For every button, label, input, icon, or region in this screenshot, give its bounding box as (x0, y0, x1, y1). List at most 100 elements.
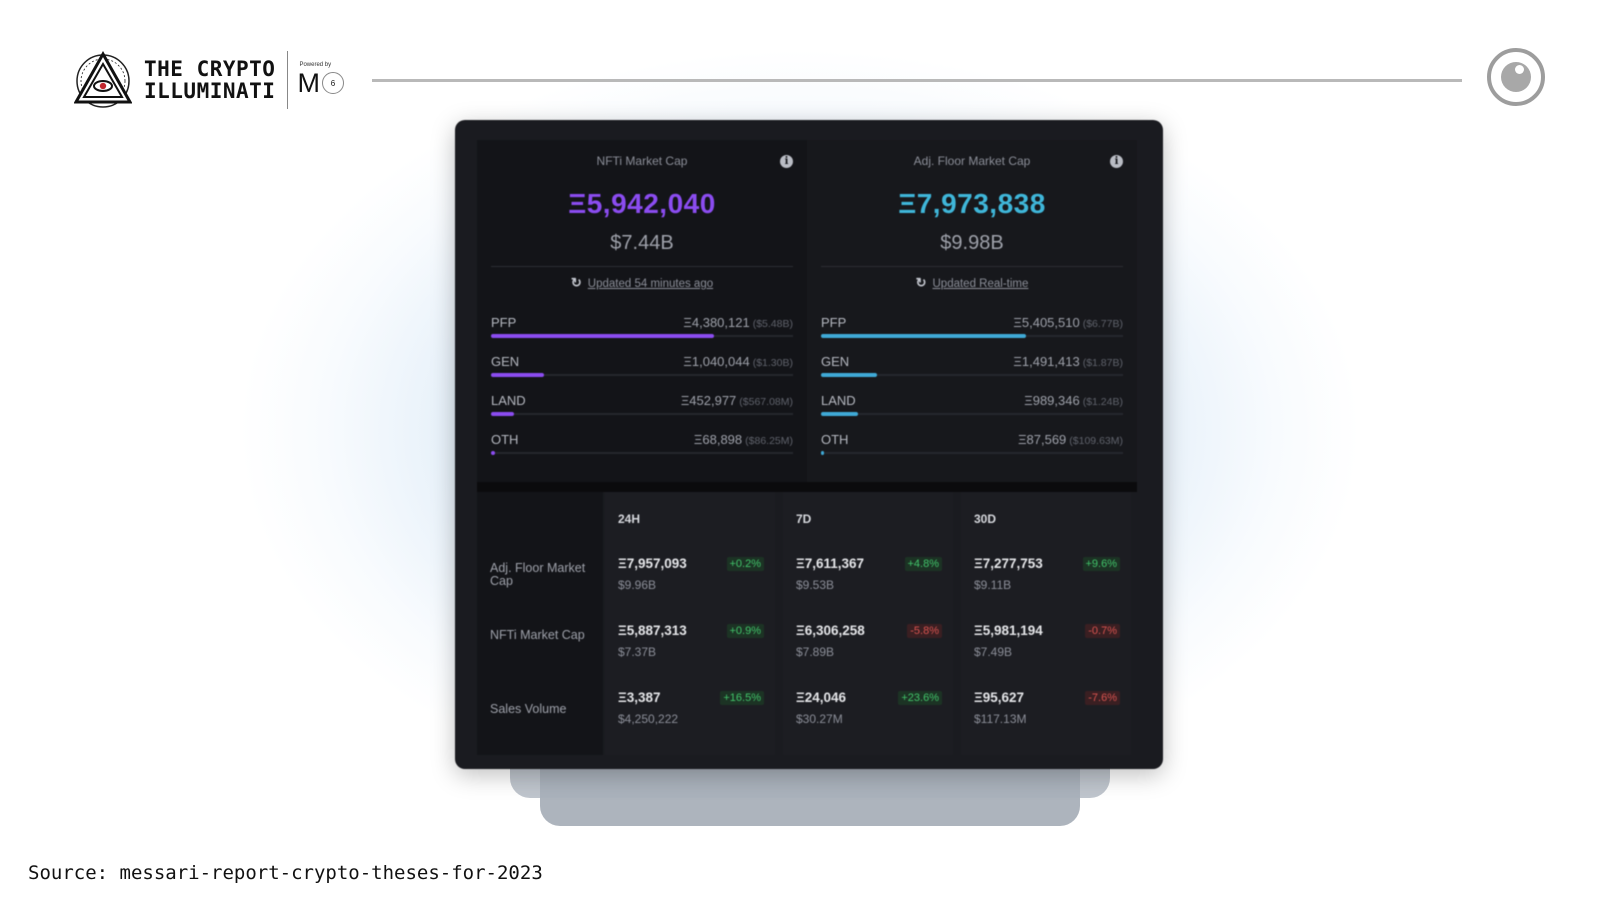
cell-usd-value: $117.13M (974, 712, 1027, 726)
panel-title: NFTi Market Cap (596, 154, 688, 168)
category-eth: Ξ452,977 (680, 393, 737, 408)
category-label: OTH (821, 432, 849, 447)
update-status-text[interactable]: Updated Real-time (932, 278, 1029, 290)
cell-usd-value: $7.49B (974, 645, 1013, 659)
cell-eth-value: Ξ7,957,093 (618, 556, 687, 571)
category-usd: ($567.08M) (739, 396, 793, 408)
cell-usd-value: $7.89B (796, 645, 835, 659)
category-row-gen: GEN Ξ1,491,413 ($1.87B) (821, 351, 1123, 390)
header-separator (287, 51, 289, 109)
period-header[interactable]: 30D (974, 512, 997, 526)
usd-market-cap: $7.44B (610, 232, 674, 254)
row-label-sales-volume: Sales Volume (490, 702, 567, 716)
category-usd: ($6.77B) (1082, 318, 1123, 330)
change-badge: -7.6% (1085, 691, 1120, 705)
change-badge: -0.7% (1085, 624, 1120, 638)
info-icon[interactable]: i (780, 155, 793, 168)
category-row-pfp: PFP Ξ5,405,510 ($6.77B) (821, 312, 1123, 351)
table-cell: Ξ7,611,367 $9.53B +4.8% (796, 556, 942, 592)
eye-icon[interactable] (1487, 48, 1545, 106)
category-usd: ($1.30B) (752, 357, 793, 369)
panel-divider (821, 266, 1123, 267)
category-bar-track (491, 452, 793, 454)
refresh-icon[interactable]: ↻ (915, 275, 927, 290)
category-row-oth: OTH Ξ68,898 ($86.25M) (491, 429, 793, 468)
messari-logo: M (297, 67, 320, 98)
cell-usd-value: $4,250,222 (618, 712, 679, 726)
source-citation: Source: messari-report-crypto-theses-for… (28, 862, 543, 884)
eth-market-cap: Ξ5,942,040 (568, 188, 716, 219)
performance-table: Adj. Floor Market Cap NFTi Market Cap Sa… (477, 492, 1137, 755)
change-badge: +0.2% (726, 557, 764, 571)
eye-pyramid-logo-icon (74, 50, 132, 108)
category-usd: ($109.63M) (1069, 435, 1123, 447)
category-eth: Ξ5,405,510 (1013, 315, 1080, 330)
category-eth: Ξ989,346 (1024, 393, 1080, 408)
refresh-icon[interactable]: ↻ (570, 275, 582, 290)
adj-floor-market-cap-panel: Adj. Floor Market Cap i Ξ7,973,838 $9.98… (807, 140, 1137, 492)
category-bar-fill (491, 412, 514, 416)
usd-market-cap: $9.98B (940, 232, 1004, 254)
category-row-oth: OTH Ξ87,569 ($109.63M) (821, 429, 1123, 468)
category-bar-fill (821, 412, 859, 416)
category-label: GEN (491, 354, 520, 369)
brand-line-1: THE CRYPTO (144, 57, 276, 81)
category-label: PFP (491, 315, 517, 330)
cell-usd-value: $30.27M (796, 712, 843, 726)
table-cell: Ξ3,387 $4,250,222 +16.5% (618, 690, 764, 726)
category-value: Ξ4,380,121 ($5.48B) (683, 315, 793, 330)
update-status[interactable]: ↻ Updated Real-time (807, 275, 1137, 291)
table-cell: Ξ5,981,194 $7.49B -0.7% (974, 623, 1120, 659)
category-value: Ξ5,405,510 ($6.77B) (1013, 315, 1123, 330)
category-eth: Ξ4,380,121 (683, 315, 750, 330)
category-eth: Ξ87,569 (1018, 432, 1067, 447)
cell-usd-value: $9.53B (796, 578, 835, 592)
change-badge: -5.8% (907, 624, 942, 638)
cell-eth-value: Ξ6,306,258 (796, 623, 865, 638)
nft-market-dashboard: NFTi Market Cap i Ξ5,942,040 $7.44B ↻ Upd… (455, 120, 1163, 769)
brand-name: THE CRYPTO ILLUMINATI (144, 58, 275, 102)
table-cell: Ξ7,957,093 $9.96B +0.2% (618, 556, 764, 592)
brand-logo: THE CRYPTO ILLUMINATI Powered by M 6 (74, 50, 344, 110)
change-badge: +16.5% (720, 691, 764, 705)
cell-eth-value: Ξ3,387 (618, 690, 661, 705)
category-bar-track (491, 374, 793, 376)
cell-eth-value: Ξ5,887,313 (618, 623, 687, 638)
brand-line-2: ILLUMINATI (144, 79, 276, 103)
category-bar-track (821, 413, 1123, 415)
update-status-text[interactable]: Updated 54 minutes ago (587, 278, 714, 290)
table-cell: Ξ6,306,258 $7.89B -5.8% (796, 623, 942, 659)
table-cell: Ξ5,887,313 $7.37B +0.9% (618, 623, 764, 659)
category-label: OTH (491, 432, 519, 447)
category-label: GEN (821, 354, 850, 369)
category-value: Ξ1,491,413 ($1.87B) (1013, 354, 1123, 369)
category-bar-fill (821, 373, 878, 377)
info-icon[interactable]: i (1110, 155, 1123, 168)
nfti-market-cap-panel: NFTi Market Cap i Ξ5,942,040 $7.44B ↻ Upd… (477, 140, 807, 492)
category-value: Ξ68,898 ($86.25M) (694, 432, 793, 447)
category-value: Ξ452,977 ($567.08M) (681, 393, 793, 408)
row-label-nfti: NFTi Market Cap (490, 628, 585, 642)
change-badge: +23.6% (898, 691, 942, 705)
panel-title: Adj. Floor Market Cap (913, 154, 1031, 168)
category-value: Ξ87,569 ($109.63M) (1018, 432, 1123, 447)
table-cell: Ξ95,627 $117.13M -7.6% (974, 690, 1120, 726)
update-status[interactable]: ↻ Updated 54 minutes ago (477, 275, 807, 291)
cell-usd-value: $9.11B (974, 578, 1012, 592)
category-eth: Ξ1,040,044 (683, 354, 750, 369)
category-row-land: LAND Ξ989,346 ($1.24B) (821, 390, 1123, 429)
row-label-column: Adj. Floor Market Cap NFTi Market Cap Sa… (477, 492, 603, 755)
period-header[interactable]: 24H (618, 512, 641, 526)
category-usd: ($5.48B) (752, 318, 793, 330)
category-row-pfp: PFP Ξ4,380,121 ($5.48B) (491, 312, 793, 351)
row-label-adj-floor: Adj. Floor Market Cap (490, 561, 586, 588)
category-usd: ($1.87B) (1082, 357, 1123, 369)
change-badge: +4.8% (904, 557, 942, 571)
period-column-30d: 30D Ξ7,277,753 $9.11B +9.6% Ξ5,981,194 $7.49B… (961, 492, 1131, 755)
header-rule (372, 79, 1462, 82)
category-value: Ξ1,040,044 ($1.30B) (683, 354, 793, 369)
category-bar-track (821, 452, 1123, 454)
cell-usd-value: $7.37B (618, 645, 657, 659)
category-bar-track (821, 374, 1123, 376)
period-header[interactable]: 7D (796, 512, 812, 526)
